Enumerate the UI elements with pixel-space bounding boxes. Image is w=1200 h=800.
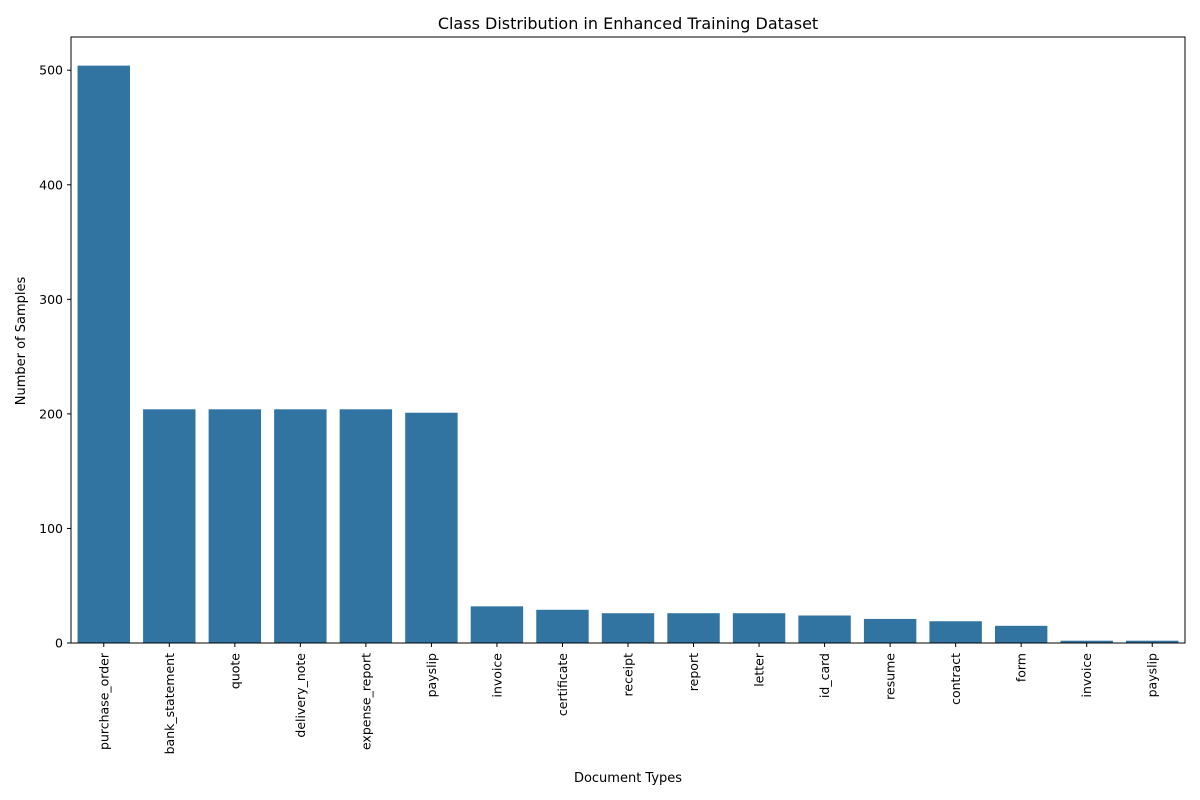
bar-5: [339, 409, 393, 643]
x-tick-label: receipt: [621, 653, 636, 697]
x-axis-ticks: purchase_order bank_statement quote deliver…: [96, 643, 1160, 754]
x-tick-label: certificate: [555, 653, 570, 716]
x-tick-label: payslip: [1145, 653, 1160, 697]
x-tick-label: quote: [227, 653, 242, 689]
chart-title: Class Distribution in Enhanced Training …: [438, 14, 818, 33]
bar-17: [1126, 640, 1179, 643]
bar-8: [536, 609, 589, 643]
x-tick-label: letter: [752, 652, 767, 687]
x-axis-label: Document Types: [574, 771, 682, 786]
bars-group: [77, 65, 1179, 644]
y-tick-label: 500: [39, 63, 63, 78]
x-tick-label: payslip: [424, 653, 439, 697]
x-tick-label: invoice: [489, 653, 504, 698]
x-tick-label: expense_report: [358, 653, 373, 750]
bar-9: [601, 613, 655, 643]
bar-2: [143, 409, 196, 643]
bar-10: [667, 613, 720, 643]
y-tick-label: 200: [39, 406, 63, 421]
x-tick-label: bank_statement: [162, 653, 177, 754]
bar-14: [929, 621, 982, 643]
bar-6: [405, 412, 458, 643]
x-tick-label: invoice: [1079, 653, 1094, 698]
x-tick-label: report: [686, 653, 701, 691]
bar-12: [798, 615, 851, 643]
bar-1: [77, 65, 130, 644]
y-tick-label: 0: [55, 636, 63, 651]
x-tick-label: form: [1014, 653, 1029, 682]
y-axis-ticks: 0 100 200 300 400 500: [39, 63, 71, 651]
x-tick-label: purchase_order: [96, 652, 111, 750]
x-tick-label: delivery_note: [293, 653, 308, 738]
y-tick-label: 300: [39, 292, 63, 307]
y-tick-label: 400: [39, 177, 63, 192]
y-tick-label: 100: [39, 521, 63, 536]
bar-4: [274, 409, 327, 643]
x-tick-label: resume: [883, 653, 898, 700]
x-tick-label: id_card: [817, 653, 832, 698]
bar-13: [863, 618, 917, 643]
plot-frame: [70, 36, 1186, 644]
bar-11: [732, 613, 786, 643]
bar-15: [994, 625, 1048, 643]
bar-16: [1060, 640, 1113, 643]
x-tick-label: contract: [948, 653, 963, 705]
y-axis-label: Number of Samples: [14, 277, 29, 406]
bar-3: [208, 409, 262, 643]
bar-7: [470, 606, 524, 643]
